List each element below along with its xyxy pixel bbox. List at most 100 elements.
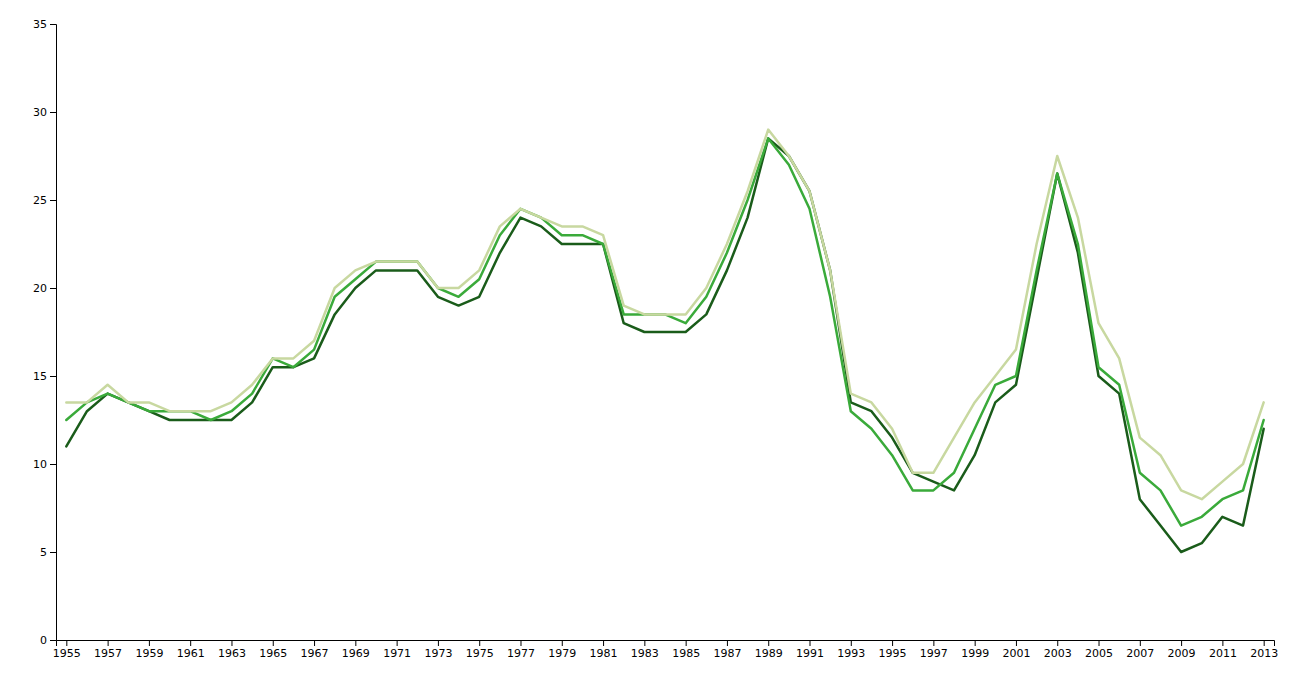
x-tick: 1979 (548, 640, 576, 660)
x-tick: 1999 (961, 640, 989, 660)
x-tick: 1955 (53, 640, 81, 660)
y-tick: 15 (33, 370, 56, 383)
x-tick: 1963 (218, 640, 246, 660)
x-tick: 1989 (755, 640, 783, 660)
y-tick: 30 (33, 106, 56, 119)
x-tick-mark (644, 640, 645, 646)
y-tick-mark (50, 376, 56, 377)
x-tick: 1995 (879, 640, 907, 660)
y-tick-mark (50, 552, 56, 553)
plot-area: 1955195719591961196319651967196919711973… (33, 18, 1278, 660)
y-tick: 20 (33, 282, 56, 295)
x-tick: 1973 (424, 640, 452, 660)
y-tick: 25 (33, 194, 56, 207)
y-tick-label: 10 (33, 458, 47, 471)
x-tick: 1983 (631, 640, 659, 660)
x-tick: 1991 (796, 640, 824, 660)
x-tick-mark (397, 640, 398, 646)
x-tick-label: 2005 (1085, 647, 1113, 660)
x-tick: 2003 (1044, 640, 1072, 660)
x-tick-mark (686, 640, 687, 646)
x-tick-mark (1140, 640, 1141, 646)
x-tick-mark (438, 640, 439, 646)
x-tick: 1957 (94, 640, 122, 660)
chart: 1955195719591961196319651967196919711973… (0, 0, 1304, 684)
x-tick: 2001 (1002, 640, 1030, 660)
x-tick-mark (1222, 640, 1223, 646)
x-tick: 2009 (1168, 640, 1196, 660)
x-axis-line (57, 641, 1275, 647)
x-tick: 2005 (1085, 640, 1113, 660)
x-tick-mark (851, 640, 852, 646)
y-tick-mark (50, 200, 56, 201)
x-tick-label: 2011 (1209, 647, 1237, 660)
x-tick: 2013 (1250, 640, 1278, 660)
x-tick-mark (273, 640, 274, 646)
y-axis-line (50, 25, 57, 641)
y-axis: 0 5 10 15 20 25 30 35 (33, 18, 57, 647)
x-tick-mark (108, 640, 109, 646)
x-tick-mark (231, 640, 232, 646)
x-tick: 1981 (590, 640, 618, 660)
y-tick: 0 (40, 634, 56, 647)
x-tick-label: 1985 (672, 647, 700, 660)
x-tick-label: 1979 (548, 647, 576, 660)
x-tick-label: 1989 (755, 647, 783, 660)
x-tick-mark (1264, 640, 1265, 646)
y-tick-label: 15 (33, 370, 47, 383)
series-line (66, 130, 1263, 500)
x-tick-label: 1955 (53, 647, 81, 660)
x-tick-mark (190, 640, 191, 646)
x-tick-label: 1969 (342, 647, 370, 660)
x-tick-mark (562, 640, 563, 646)
x-tick-label: 1997 (920, 647, 948, 660)
x-tick-label: 1957 (94, 647, 122, 660)
x-tick: 1965 (259, 640, 287, 660)
x-tick-label: 2007 (1126, 647, 1154, 660)
x-tick-label: 1971 (383, 647, 411, 660)
y-tick-label: 35 (33, 18, 47, 31)
x-tick-label: 1965 (259, 647, 287, 660)
x-tick-mark (520, 640, 521, 646)
x-tick-label: 1973 (424, 647, 452, 660)
x-tick: 1969 (342, 640, 370, 660)
x-tick-label: 1967 (301, 647, 329, 660)
x-tick-label: 2001 (1002, 647, 1030, 660)
x-tick: 1967 (301, 640, 329, 660)
x-tick-mark (975, 640, 976, 646)
x-tick-mark (892, 640, 893, 646)
x-tick-mark (768, 640, 769, 646)
x-tick: 1993 (837, 640, 865, 660)
x-tick-label: 1995 (879, 647, 907, 660)
x-tick-mark (479, 640, 480, 646)
x-tick: 1997 (920, 640, 948, 660)
series-line (66, 138, 1263, 525)
y-tick-label: 30 (33, 106, 47, 119)
x-tick: 1975 (466, 640, 494, 660)
x-tick: 1985 (672, 640, 700, 660)
x-tick: 1977 (507, 640, 535, 660)
x-tick: 1987 (713, 640, 741, 660)
x-tick-mark (603, 640, 604, 646)
lines (66, 130, 1263, 552)
y-tick-mark (50, 640, 56, 641)
y-tick-label: 0 (40, 634, 47, 647)
x-tick-mark (1099, 640, 1100, 646)
y-tick-mark (50, 24, 56, 25)
x-tick-mark (149, 640, 150, 646)
x-tick-label: 2003 (1044, 647, 1072, 660)
x-tick: 2011 (1209, 640, 1237, 660)
x-tick-mark (1181, 640, 1182, 646)
y-tick-label: 20 (33, 282, 47, 295)
x-tick: 2007 (1126, 640, 1154, 660)
y-tick-mark (50, 464, 56, 465)
x-tick-mark (810, 640, 811, 646)
y-tick: 35 (33, 18, 56, 31)
y-tick-mark (50, 288, 56, 289)
x-tick: 1971 (383, 640, 411, 660)
x-tick-label: 2013 (1250, 647, 1278, 660)
x-tick-label: 1987 (713, 647, 741, 660)
y-tick: 5 (40, 546, 56, 559)
x-tick-label: 1999 (961, 647, 989, 660)
x-tick-label: 1959 (135, 647, 163, 660)
